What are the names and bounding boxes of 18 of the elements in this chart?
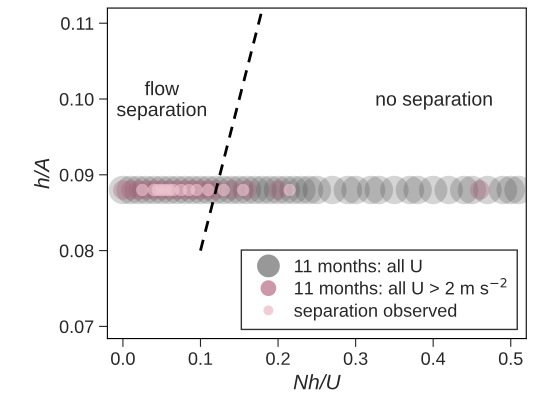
y-tick-label: 0.10	[60, 92, 94, 106]
legend-label: separation observed	[294, 304, 456, 320]
y-tick-label: 0.11	[61, 17, 94, 30]
y-tick-label: 0.07	[60, 320, 94, 334]
y-axis-title: h/A	[34, 158, 50, 189]
x-tick-label: 0.3	[344, 352, 368, 365]
y-tick-label: 0.08	[60, 244, 94, 258]
x-tick-label: 0.1	[188, 352, 212, 365]
annotation: no separation	[376, 92, 492, 110]
legend-label: 11 months: all U	[295, 259, 422, 272]
y-tick-label: 0.09	[60, 168, 94, 182]
x-tick-label: 0.5	[498, 352, 523, 365]
x-axis-title: Nh/U	[294, 374, 341, 390]
annotation: flow separation	[116, 81, 206, 120]
x-tick-label: 0.0	[111, 352, 135, 365]
legend-label: 11 months: all U > 2 m s$^{−2}$	[295, 278, 506, 295]
x-tick-label: 0.4	[421, 352, 446, 365]
x-tick-label: 0.2	[266, 352, 290, 365]
